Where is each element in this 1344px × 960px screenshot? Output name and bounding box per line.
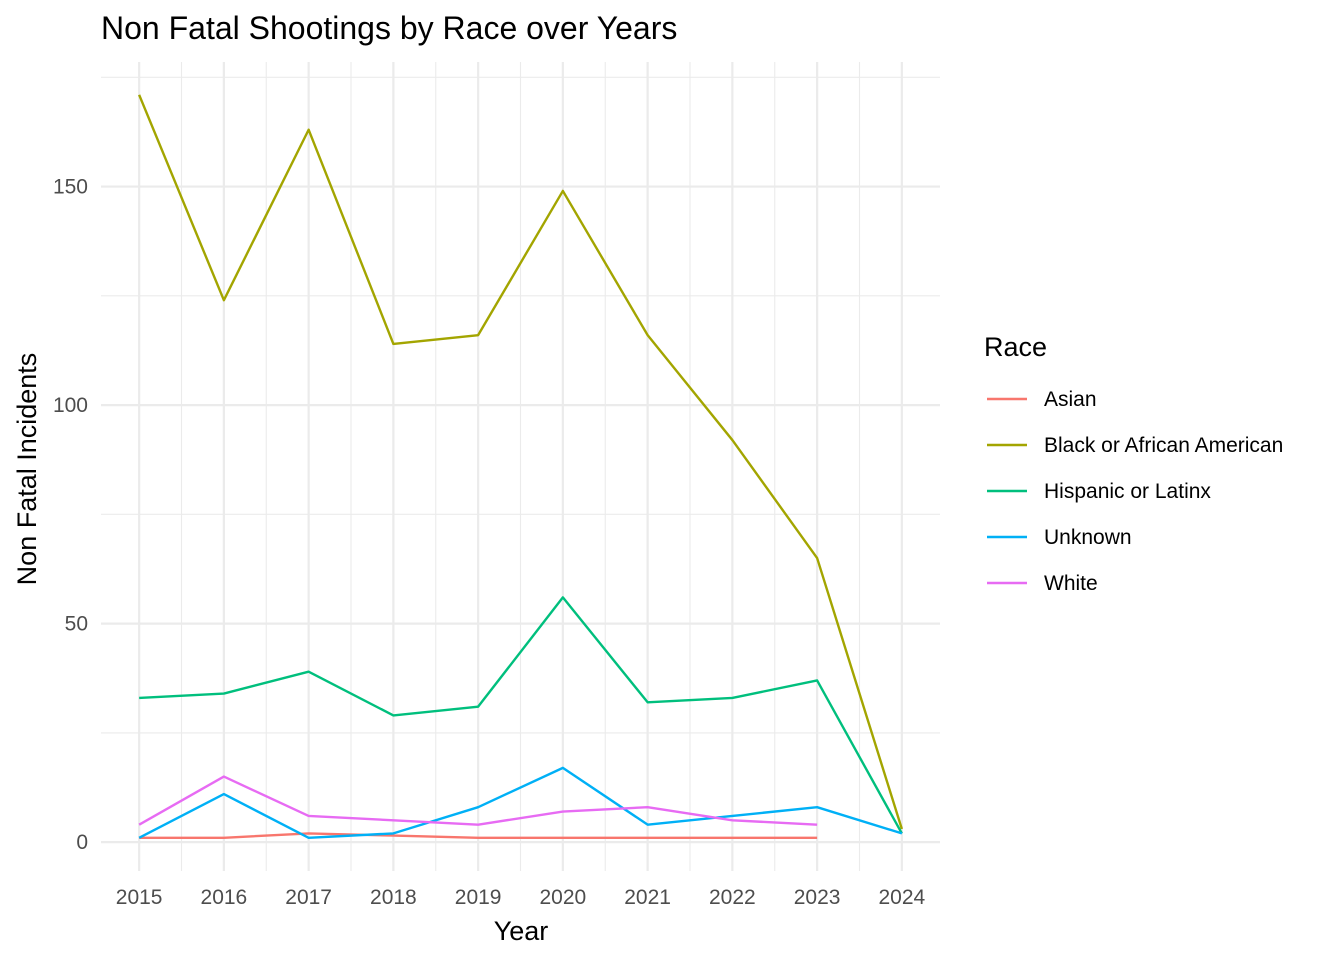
- y-axis-tick-labels: 0 50 100 150: [53, 176, 88, 855]
- x-axis-title: Year: [494, 916, 549, 946]
- x-tick-label: 2019: [455, 886, 502, 909]
- y-tick-label: 150: [53, 176, 88, 199]
- x-tick-label: 2024: [879, 886, 926, 909]
- series-line-unknown: [138, 766, 903, 839]
- legend-label-asian: Asian: [1044, 388, 1097, 411]
- y-tick-label: 100: [53, 394, 88, 417]
- legend: Race Asian Black or African American Hispa…: [984, 332, 1283, 595]
- series-line-white: [138, 775, 818, 826]
- x-tick-label: 2016: [201, 886, 248, 909]
- x-tick-label: 2015: [116, 886, 163, 909]
- series-line-asian: [139, 832, 818, 839]
- major-x-gridlines: [138, 62, 903, 871]
- minor-x-gridlines: [180, 62, 861, 871]
- x-tick-label: 2022: [709, 886, 756, 909]
- legend-label-black-or-african-american: Black or African American: [1044, 434, 1283, 457]
- x-tick-label: 2018: [370, 886, 417, 909]
- y-tick-label: 0: [76, 831, 88, 854]
- x-axis-tick-labels: 2015 2016 2017 2018 2019 2020 2021 2022 2023 2024: [116, 886, 926, 909]
- series-line-black-or-african-american: [138, 94, 904, 830]
- y-tick-label: 50: [65, 613, 88, 636]
- legend-label-hispanic-or-latinx: Hispanic or Latinx: [1044, 480, 1211, 503]
- legend-label-white: White: [1044, 572, 1098, 595]
- y-axis-title: Non Fatal Incidents: [12, 353, 42, 586]
- chart-title: Non Fatal Shootings by Race over Years: [101, 10, 677, 46]
- x-tick-label: 2020: [540, 886, 587, 909]
- x-tick-label: 2023: [794, 886, 841, 909]
- legend-label-unknown: Unknown: [1044, 526, 1132, 549]
- legend-items: Asian Black or African American Hispanic o…: [987, 388, 1283, 595]
- x-tick-label: 2017: [285, 886, 332, 909]
- x-tick-label: 2021: [624, 886, 671, 909]
- series-line-hispanic-or-latinx: [139, 596, 903, 834]
- series-lines: [138, 94, 904, 839]
- major-y-gridlines: [101, 185, 940, 844]
- legend-title: Race: [984, 332, 1047, 362]
